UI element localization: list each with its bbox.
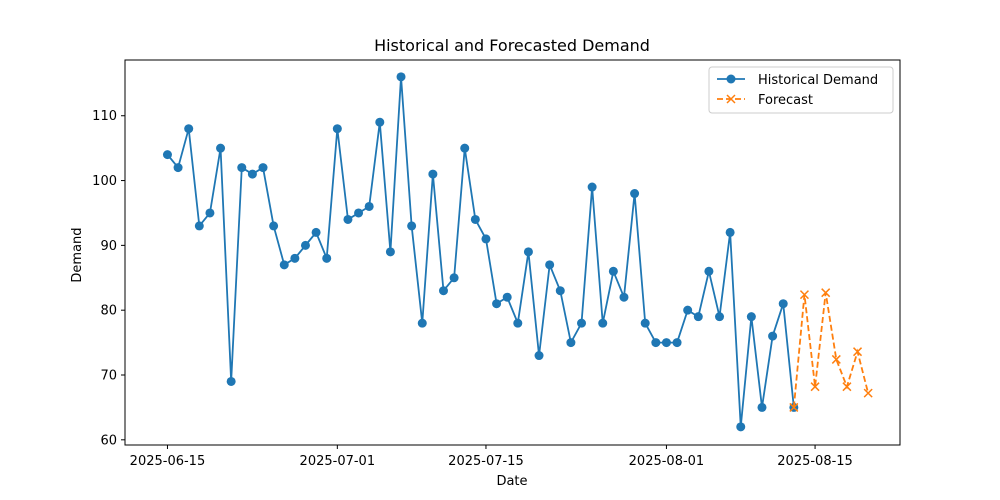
y-tick-label: 110 <box>92 109 117 124</box>
y-axis-label: Demand <box>70 227 85 282</box>
series-line-1 <box>792 292 870 408</box>
legend-box <box>708 66 894 114</box>
data-point <box>460 143 470 153</box>
x-axis-label: Date <box>496 474 527 489</box>
data-point <box>534 351 544 361</box>
data-point <box>661 338 671 348</box>
data-point <box>247 169 257 179</box>
data-point <box>290 253 300 263</box>
data-point <box>555 286 565 296</box>
data-point <box>194 221 204 231</box>
forecast-point <box>863 388 873 398</box>
forecast-point <box>853 347 863 357</box>
forecast-point <box>789 402 799 412</box>
data-point <box>205 208 215 218</box>
data-point <box>173 163 183 173</box>
data-point <box>502 292 512 302</box>
data-point <box>757 402 767 412</box>
y-tick-label: 90 <box>100 239 117 254</box>
data-point <box>364 201 374 211</box>
data-point <box>704 266 714 276</box>
data-point <box>577 318 587 328</box>
data-point <box>332 124 342 134</box>
data-point <box>725 227 735 237</box>
data-point <box>736 422 746 432</box>
data-point <box>768 331 778 341</box>
data-point <box>258 163 268 173</box>
data-point <box>640 318 650 328</box>
x-tick-label: 2025-06-15 <box>130 454 206 469</box>
data-point <box>746 312 756 322</box>
y-tick-label: 60 <box>100 433 117 448</box>
y-axis: 60 70 80 90 100 110 <box>92 109 125 448</box>
x-tick-label: 2025-08-01 <box>629 454 705 469</box>
data-point <box>237 163 247 173</box>
data-point <box>566 338 576 348</box>
legend-label-forecast: Forecast <box>758 93 813 108</box>
plot-area <box>162 72 873 432</box>
forecast-point <box>810 382 820 392</box>
data-point <box>545 260 555 270</box>
legend-marker-historical <box>726 74 736 84</box>
data-point <box>385 247 395 257</box>
data-point <box>343 214 353 224</box>
data-point <box>407 221 417 231</box>
data-point <box>216 143 226 153</box>
data-point <box>651 338 661 348</box>
data-point <box>470 214 480 224</box>
data-point <box>449 273 459 283</box>
data-point <box>619 292 629 302</box>
data-point <box>375 117 385 127</box>
x-tick-label: 2025-08-15 <box>777 454 853 469</box>
legend: Historical Demand Forecast <box>708 66 894 114</box>
data-point <box>162 150 172 160</box>
forecast-point <box>821 288 831 298</box>
data-point <box>587 182 597 192</box>
data-point <box>598 318 608 328</box>
data-point <box>438 286 448 296</box>
data-point <box>523 247 533 257</box>
data-point <box>481 234 491 244</box>
y-tick-label: 80 <box>100 304 117 319</box>
data-point <box>300 240 310 250</box>
data-point <box>513 318 523 328</box>
data-point <box>311 227 321 237</box>
y-tick-label: 100 <box>92 174 117 189</box>
data-point <box>630 189 640 199</box>
data-point <box>226 376 236 386</box>
chart-title: Historical and Forecasted Demand <box>374 36 650 55</box>
forecast-point <box>842 382 852 392</box>
data-point <box>715 312 725 322</box>
forecast-point <box>799 290 809 300</box>
data-point <box>279 260 289 270</box>
legend-marker-forecast <box>726 94 736 104</box>
x-tick-label: 2025-07-15 <box>448 454 524 469</box>
data-point <box>396 72 406 82</box>
data-point <box>322 253 332 263</box>
data-point <box>693 312 703 322</box>
y-tick-label: 70 <box>100 369 117 384</box>
data-point <box>428 169 438 179</box>
plot-frame <box>124 59 901 446</box>
forecast-point <box>831 354 841 364</box>
data-point <box>683 305 693 315</box>
data-point <box>672 338 682 348</box>
data-point <box>184 124 194 134</box>
data-point <box>417 318 427 328</box>
data-point <box>778 299 788 309</box>
x-tick-label: 2025-07-01 <box>300 454 376 469</box>
x-axis: 2025-06-15 2025-07-01 2025-07-15 2025-08-01… <box>130 445 853 469</box>
data-point <box>354 208 364 218</box>
data-point <box>492 299 502 309</box>
data-point <box>608 266 618 276</box>
data-point <box>269 221 279 231</box>
legend-label-historical: Historical Demand <box>758 73 878 88</box>
